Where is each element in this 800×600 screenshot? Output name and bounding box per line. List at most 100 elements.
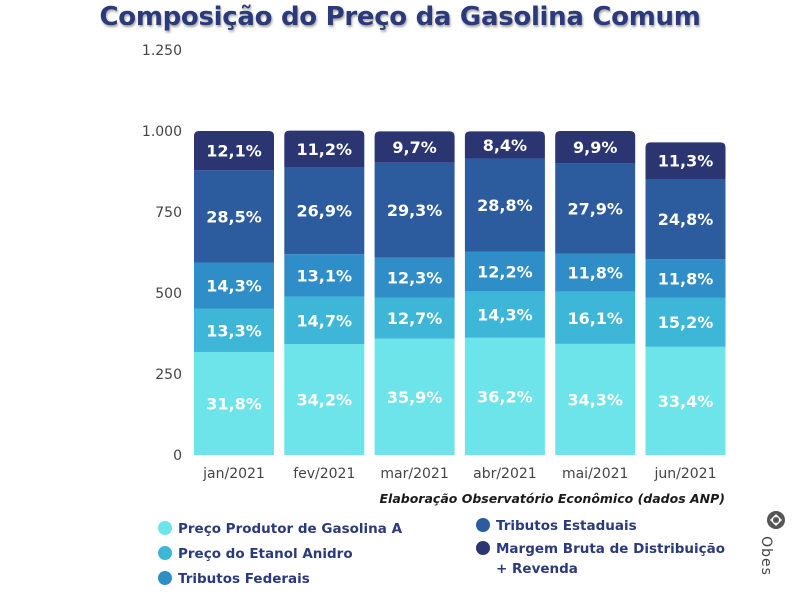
logo-text: Obes [757, 536, 774, 576]
data-label: 12,1% [206, 142, 262, 161]
y-tick-label: 1.000 [142, 124, 182, 140]
legend-item-etanol: Preço do Etanol Anidro [158, 544, 353, 564]
bar-segment-etanol [374, 297, 455, 339]
legend-label-etanol: Preço do Etanol Anidro [178, 546, 353, 562]
bar-segment-federais [555, 253, 636, 292]
bar-stack: 34,3% 16,1% 11,8% 27,9% 9,9% [555, 131, 636, 455]
bar-segment-margem [194, 131, 274, 171]
legend-item-federais: Tributos Federais [158, 569, 310, 589]
bar-segment-produtor [645, 346, 726, 455]
bar-segment-etanol [194, 308, 274, 352]
legend-label-margem: Margem Bruta de Distribuição + Revenda [496, 541, 726, 577]
data-label: 9,9% [573, 138, 617, 157]
legend-item-estaduais: Tributos Estaduais [476, 516, 637, 536]
bar-segment-margem [284, 130, 365, 167]
data-label: 26,9% [297, 202, 353, 221]
bar-segment-federais [374, 257, 455, 298]
bar-stack: 33,4% 15,2% 11,8% 24,8% 11,3% [645, 142, 726, 455]
x-tick-label: mar/2021 [380, 466, 448, 482]
data-label: 29,3% [387, 201, 443, 220]
bar-segment-produtor [194, 351, 274, 455]
obes-logo: Obes [758, 508, 788, 578]
y-tick-label: 500 [155, 286, 182, 302]
bar-segment-etanol [464, 291, 545, 338]
data-label: 14,7% [297, 311, 353, 330]
bar-segment-produtor [464, 337, 545, 455]
legend-label-produtor: Preço Produtor de Gasolina A [178, 521, 403, 537]
bar-segment-margem [645, 142, 726, 179]
bar-segment-etanol [555, 291, 636, 344]
y-tick-label: 1.250 [142, 43, 182, 59]
data-label: 11,2% [297, 140, 353, 159]
bar-segment-estaduais [374, 162, 455, 258]
bar-segment-produtor [555, 343, 636, 455]
y-axis: 0 250 500 750 1.000 1.250 [142, 43, 182, 464]
data-label: 31,8% [206, 394, 262, 413]
data-label: 14,3% [206, 277, 262, 296]
bar-segment-margem [374, 131, 455, 163]
data-label: 12,2% [477, 263, 533, 282]
data-label: 11,3% [658, 152, 714, 171]
bars-group: 31,8% 13,3% 14,3% 28,5% 12,1% 34,2% 14,7% 13,1%… [194, 130, 726, 455]
data-label: 15,2% [658, 313, 714, 332]
x-axis: jan/2021 fev/2021 mar/2021 abr/2021 mai/2021… [202, 466, 716, 482]
data-label: 27,9% [567, 199, 623, 218]
bar-segment-produtor [374, 338, 455, 455]
bar-segment-estaduais [284, 166, 365, 255]
bar-stack: 34,2% 14,7% 13,1% 26,9% 11,2% [284, 130, 365, 455]
bar-segment-etanol [284, 296, 365, 345]
legend-label-estaduais: Tributos Estaduais [496, 518, 637, 534]
data-label: 24,8% [658, 210, 714, 229]
legend-swatch-estaduais [476, 518, 490, 532]
y-tick-label: 250 [155, 367, 182, 383]
x-tick-label: jan/2021 [202, 466, 265, 482]
bar-stack: 31,8% 13,3% 14,3% 28,5% 12,1% [194, 131, 274, 455]
bar-segment-margem [555, 131, 636, 164]
source-note: Elaboração Observatório Econômico (dados… [379, 491, 725, 506]
bar-segment-etanol [645, 297, 726, 347]
data-label: 14,3% [477, 306, 533, 325]
data-label: 34,3% [567, 390, 623, 409]
data-label: 13,1% [297, 266, 353, 285]
legend-item-margem: Margem Bruta de Distribuição + Revenda [476, 539, 726, 579]
data-label: 28,8% [477, 196, 533, 215]
bar-segment-estaduais [464, 158, 545, 252]
bar-segment-federais [284, 254, 365, 297]
data-label: 28,5% [206, 207, 262, 226]
legend-swatch-federais [158, 571, 172, 585]
bar-segment-estaduais [194, 170, 274, 263]
data-label: 11,8% [567, 264, 623, 283]
data-label: 12,7% [387, 309, 443, 328]
bar-stack: 36,2% 14,3% 12,2% 28,8% 8,4% [464, 131, 545, 455]
y-tick-label: 0 [173, 448, 182, 464]
y-tick-label: 750 [155, 205, 182, 221]
data-label: 35,9% [387, 388, 443, 407]
legend-label-federais: Tributos Federais [178, 571, 310, 587]
data-label: 11,8% [658, 269, 714, 288]
data-label: 36,2% [477, 387, 533, 406]
stacked-bar-chart: 0 250 500 750 1.000 1.250 31,8% 13,3% 14,3% 28,5… [142, 43, 726, 482]
bar-segment-estaduais [555, 163, 636, 254]
bar-segment-estaduais [645, 178, 726, 260]
legend-swatch-margem [476, 541, 490, 555]
data-label: 13,3% [206, 321, 262, 340]
chart-title: Composição do Preço da Gasolina Comum [99, 2, 701, 32]
legend-swatch-produtor [158, 521, 172, 535]
bar-segment-produtor [284, 344, 365, 455]
data-label: 34,2% [297, 391, 353, 410]
legend-item-produtor: Preço Produtor de Gasolina A [158, 519, 402, 539]
x-tick-label: mai/2021 [562, 466, 628, 482]
x-tick-label: jun/2021 [654, 466, 717, 482]
data-label: 33,4% [658, 392, 714, 411]
bar-segment-federais [645, 259, 726, 298]
logo-mark-icon [767, 511, 785, 529]
bar-stack: 35,9% 12,7% 12,3% 29,3% 9,7% [374, 131, 455, 455]
bar-segment-margem [464, 131, 545, 159]
data-label: 9,7% [392, 138, 436, 157]
legend-swatch-etanol [158, 546, 172, 560]
data-label: 8,4% [483, 136, 527, 155]
bar-segment-federais [194, 262, 274, 309]
x-tick-label: abr/2021 [473, 466, 537, 482]
data-label: 16,1% [567, 309, 623, 328]
data-label: 12,3% [387, 269, 443, 288]
